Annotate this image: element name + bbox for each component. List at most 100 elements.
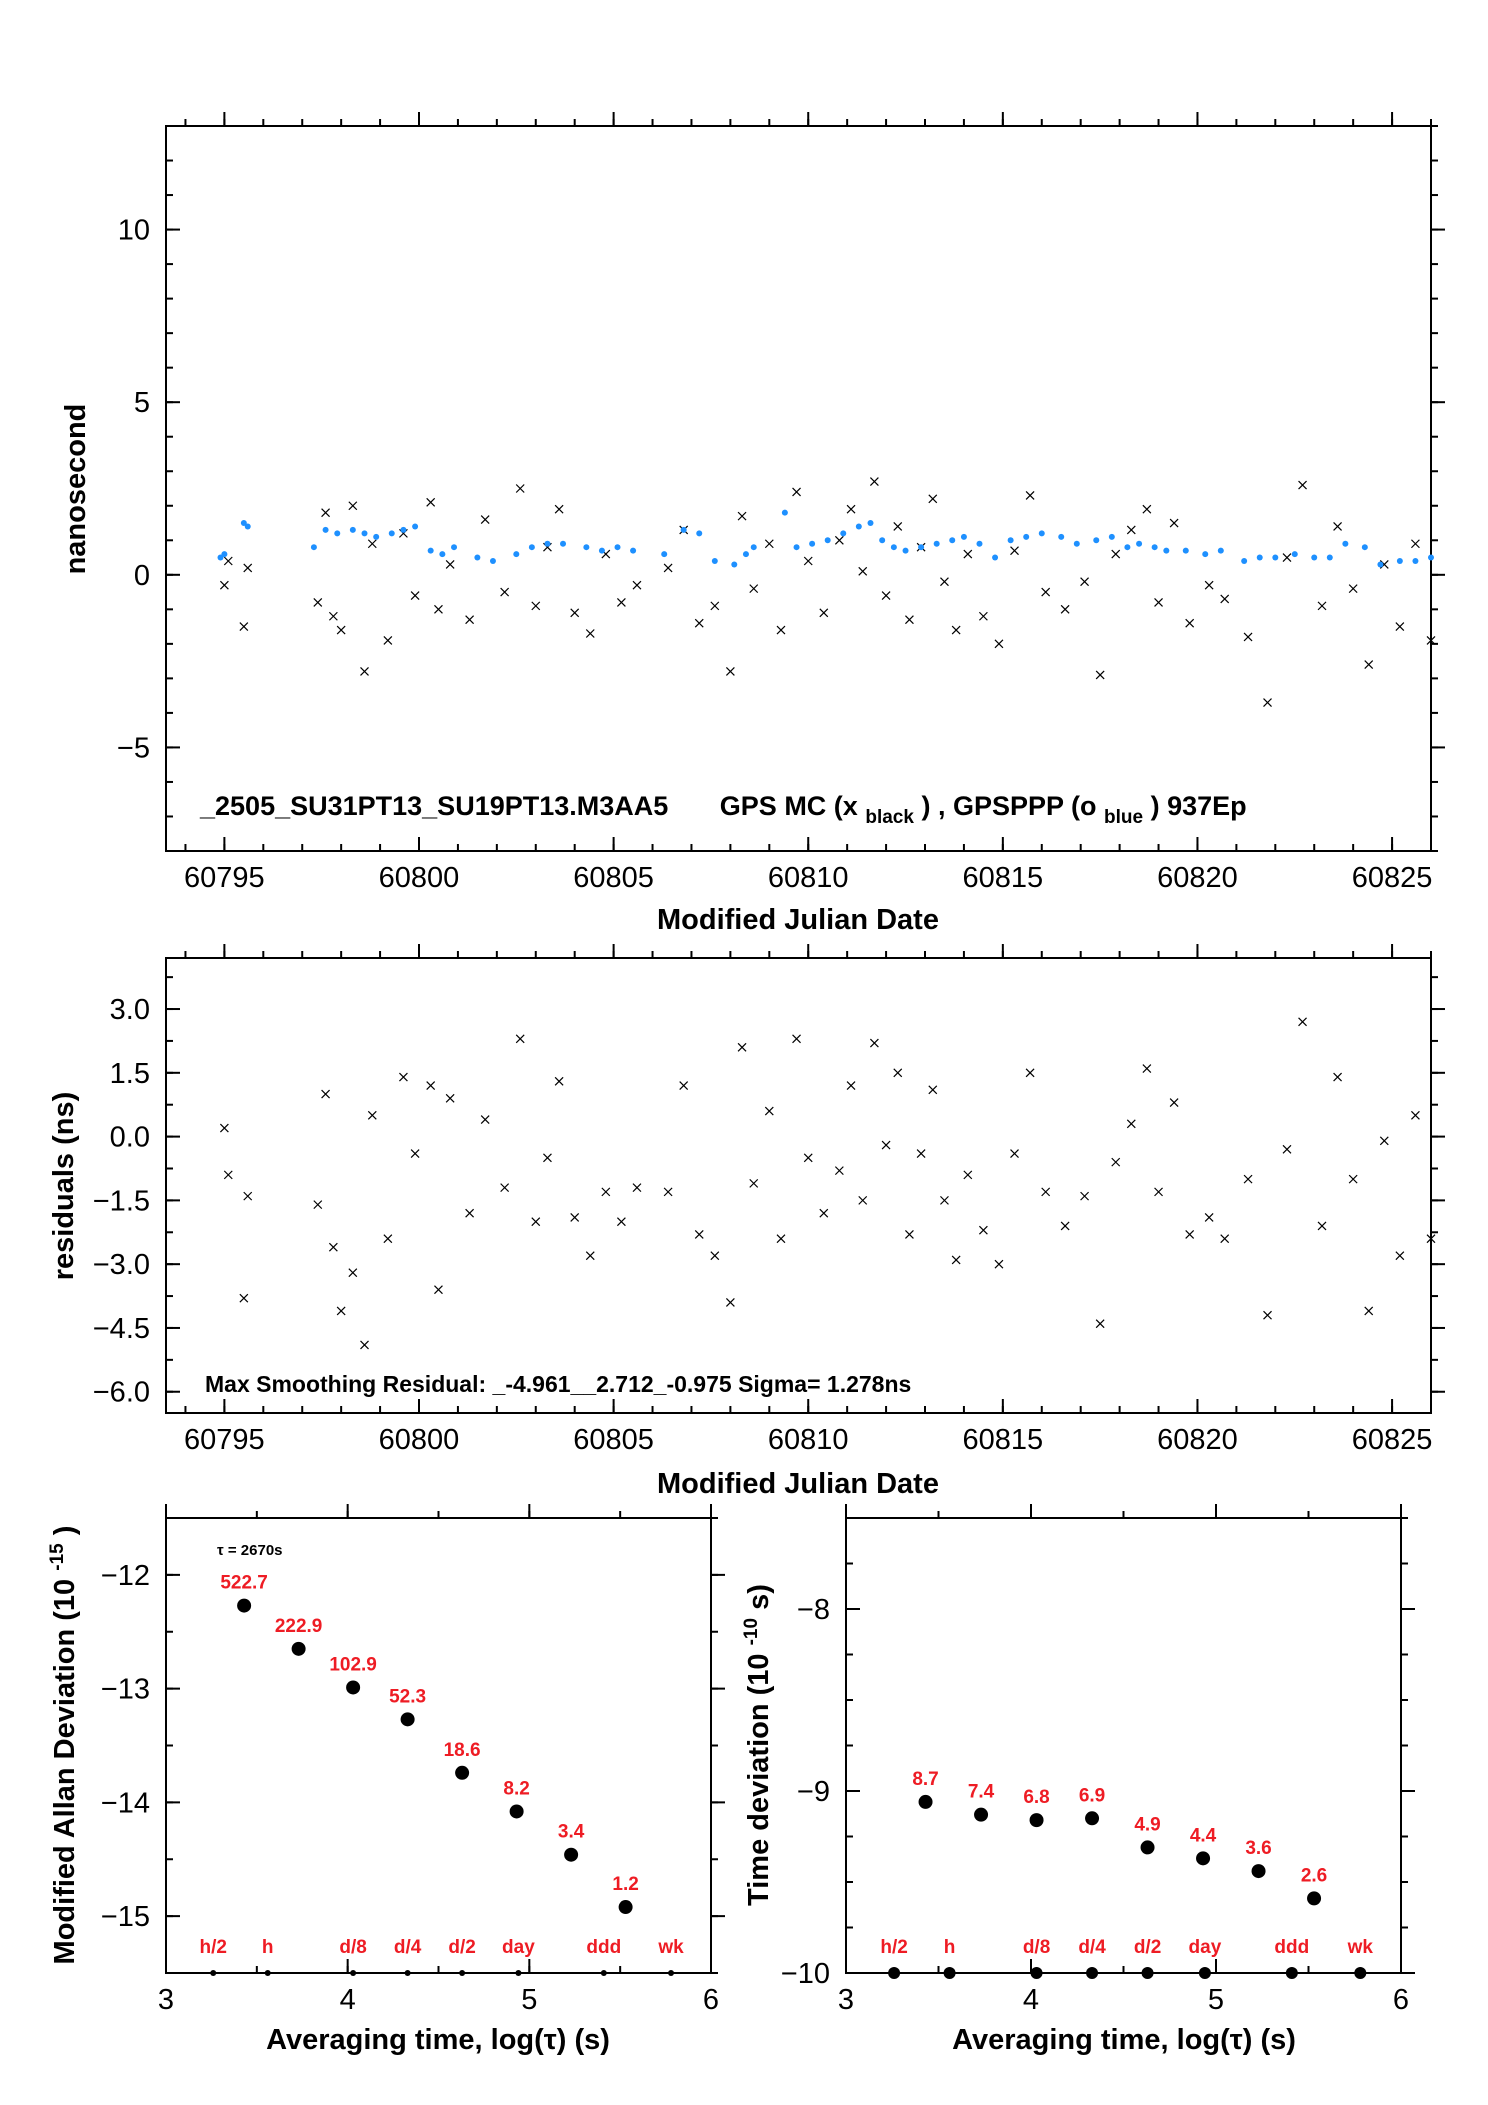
blue-point — [1136, 540, 1143, 547]
y-tick-label: −14 — [101, 1787, 150, 1819]
y-tick-label: −4.5 — [93, 1313, 150, 1345]
x-tick-label: 6 — [703, 1984, 719, 2016]
tdev-frame — [845, 1517, 1402, 1974]
x-marker — [360, 667, 369, 676]
data-point — [1251, 1864, 1266, 1879]
residuals-tick-labels: 60795 60800 60805 60810 60815 60820 60825 3.0 1.… — [93, 994, 1433, 1456]
blue-point — [412, 523, 419, 530]
blue-point — [1108, 533, 1115, 540]
time-marker-label: d/4 — [394, 1937, 422, 1958]
x-marker — [679, 1081, 689, 1090]
x-stroke — [869, 1038, 879, 1048]
x-stroke — [764, 1106, 774, 1116]
time-marker-label: d/8 — [1023, 1937, 1050, 1958]
x-stroke — [348, 1268, 358, 1278]
annotation-sep: ) , GPSPPP (o — [921, 791, 1096, 821]
offset-chart: 60795 60800 60805 60810 60815 60820 60825 10 5 0 −… — [60, 112, 1445, 936]
x-marker — [328, 611, 338, 621]
x-marker — [570, 1212, 580, 1222]
time-marker-label: d/8 — [339, 1937, 366, 1958]
x-stroke — [239, 622, 249, 632]
mdev-ylabel-sup: -15 — [47, 1543, 68, 1571]
data-label: 6.8 — [1023, 1787, 1049, 1808]
data-point — [918, 1794, 933, 1809]
x-stroke — [239, 1293, 249, 1303]
x-stroke — [916, 1149, 926, 1159]
x-stroke — [725, 1298, 735, 1307]
x-marker — [1060, 604, 1070, 614]
time-marker-label: h — [944, 1937, 956, 1958]
time-marker-label: h/2 — [880, 1937, 907, 1958]
data-label: 18.6 — [444, 1740, 481, 1761]
x-stroke — [1126, 525, 1136, 535]
y-tick-label: −6.0 — [93, 1377, 150, 1409]
x-marker — [951, 1255, 961, 1265]
x-marker — [1364, 1306, 1374, 1316]
data-point — [346, 1680, 361, 1695]
x-stroke — [601, 1187, 611, 1197]
x-marker — [663, 563, 673, 573]
x-marker — [1010, 546, 1019, 556]
x-stroke — [383, 635, 393, 645]
x-stroke — [223, 1170, 233, 1180]
blue-point — [240, 520, 247, 527]
x-stroke — [1243, 1174, 1253, 1184]
x-stroke — [1426, 635, 1436, 645]
x-marker — [1411, 1110, 1420, 1120]
data-label: 222.9 — [275, 1616, 323, 1637]
blue-point — [1272, 554, 1279, 561]
x-tick-label: 60825 — [1352, 862, 1433, 894]
x-stroke — [500, 1183, 510, 1193]
time-marker-label: day — [502, 1937, 535, 1958]
x-stroke — [1426, 1234, 1436, 1244]
tdev-points — [918, 1794, 1322, 1906]
tdev-tick-labels: 3 4 5 6 −8 −9 −10 — [781, 1594, 1409, 2016]
x-marker — [764, 539, 774, 549]
x-marker — [313, 1200, 323, 1210]
x-marker — [928, 494, 938, 504]
blue-point — [1396, 558, 1403, 564]
x-tick-label: 5 — [521, 1984, 537, 2016]
x-stroke — [846, 504, 856, 514]
x-marker — [1243, 1174, 1253, 1184]
x-stroke — [858, 566, 868, 576]
x-stroke — [694, 1229, 704, 1239]
y-tick-label: 10 — [118, 215, 150, 247]
x-marker — [776, 1234, 786, 1244]
y-tick-label: −10 — [781, 1958, 830, 1990]
offset-annotation: _2505_SU31PT13_SU19PT13.M3AA5 GPS MC (x … — [199, 791, 1247, 829]
residuals-frame — [165, 957, 1432, 1414]
x-marker — [994, 639, 1004, 649]
x-marker — [399, 1072, 408, 1082]
blue-point — [400, 526, 407, 533]
x-stroke — [348, 501, 358, 511]
time-marker-label: d/4 — [1078, 1937, 1106, 1958]
x-marker — [710, 601, 720, 611]
x-stroke — [1142, 1064, 1152, 1073]
x-stroke — [1010, 546, 1019, 556]
blue-point — [1326, 554, 1333, 561]
x-stroke — [585, 629, 595, 638]
residuals-xlabel: Modified Julian Date — [657, 1468, 939, 1500]
x-stroke — [881, 1140, 891, 1150]
mdev-time-markers: h/2 h d/8 d/4 d/2 day ddd wk — [200, 1937, 684, 1976]
x-marker — [1126, 1119, 1136, 1129]
blue-point — [731, 561, 738, 568]
blue-point — [334, 530, 341, 537]
x-stroke — [1204, 1212, 1214, 1222]
x-marker — [223, 1170, 233, 1180]
blue-point — [781, 509, 788, 516]
x-stroke — [543, 1153, 552, 1163]
x-tick-label: 60820 — [1157, 862, 1238, 894]
x-marker — [616, 598, 626, 607]
x-marker — [531, 601, 541, 611]
x-tick-label: 4 — [340, 1984, 356, 2016]
mdev-ticks — [165, 1504, 725, 1974]
x-stroke — [1333, 522, 1343, 531]
x-stroke — [819, 1208, 829, 1218]
x-stroke — [737, 511, 747, 521]
data-label: 3.4 — [558, 1822, 585, 1843]
x-tick-label: 5 — [1208, 1984, 1224, 2016]
x-marker — [336, 1306, 346, 1316]
